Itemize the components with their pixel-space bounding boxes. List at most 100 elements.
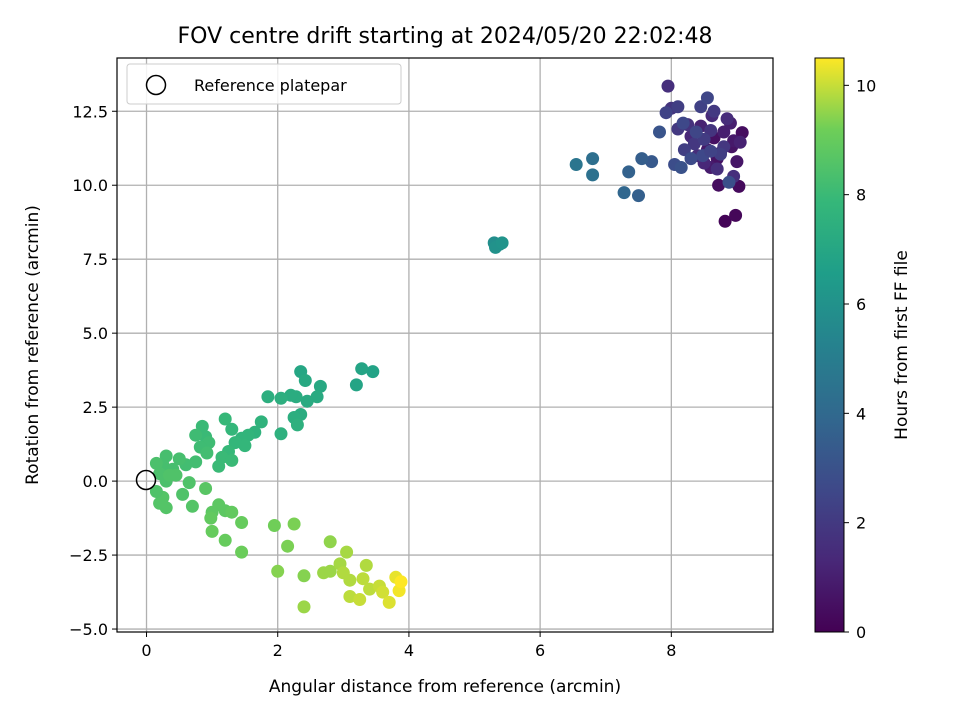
scatter-point	[617, 186, 631, 200]
scatter-point	[176, 487, 190, 501]
scatter-point	[261, 390, 275, 404]
y-tick-label: −2.5	[69, 546, 108, 565]
colorbar-title: Hours from first FF file	[892, 250, 912, 440]
scatter-point	[205, 524, 219, 538]
scatter-point	[343, 590, 357, 603]
scatter-point	[720, 112, 734, 126]
scatter-point	[671, 100, 685, 114]
colorbar-tick-label: 2	[856, 514, 866, 533]
scatter-point	[204, 511, 218, 525]
scatter-point	[238, 439, 252, 453]
scatter-point	[353, 593, 367, 606]
scatter-point	[225, 453, 239, 467]
scatter-point	[677, 143, 691, 157]
scatter-point	[689, 125, 703, 139]
colorbar-tick-label: 6	[856, 295, 866, 314]
scatter-point	[714, 147, 727, 161]
chart-title: FOV centre drift starting at 2024/05/20 …	[178, 24, 713, 49]
x-tick-label: 8	[666, 641, 676, 660]
scatter-point	[635, 152, 649, 166]
y-tick-label: −5.0	[69, 620, 108, 639]
scatter-points	[149, 79, 749, 614]
scatter-point	[149, 456, 163, 470]
scatter-point	[163, 468, 176, 482]
scatter-point	[199, 482, 213, 495]
plot-frame	[116, 57, 774, 633]
scatter-point	[349, 378, 363, 392]
scatter-point	[310, 390, 324, 404]
scatter-point	[355, 362, 369, 376]
scatter-point	[722, 175, 736, 189]
legend-label: Reference platepar	[194, 76, 347, 95]
grid	[117, 58, 773, 632]
scatter-point	[718, 214, 732, 228]
x-axis-title: Angular distance from reference (arcmin)	[269, 677, 621, 697]
scatter-point	[267, 519, 281, 532]
scatter-point	[735, 126, 749, 140]
y-tick-label: 10.0	[72, 176, 108, 195]
scatter-point	[586, 152, 600, 166]
scatter-point	[153, 496, 167, 510]
scatter-point	[218, 533, 232, 547]
x-tick-label: 0	[141, 641, 151, 660]
scatter-point	[730, 155, 744, 169]
scatter-point	[704, 144, 718, 158]
scatter-point	[376, 585, 390, 599]
scatter-point	[729, 208, 743, 222]
legend-box	[126, 63, 402, 105]
scatter-point	[707, 104, 721, 118]
colorbar-ticks: 0 2 4 6 8 10	[844, 76, 876, 642]
scatter-point	[363, 582, 377, 596]
scatter-point	[700, 91, 714, 105]
scatter-point	[313, 379, 327, 393]
scatter-point	[225, 422, 239, 436]
scatter-point	[297, 569, 311, 583]
scatter-point	[687, 137, 701, 151]
scatter-point	[717, 125, 731, 139]
colorbar-tick-label: 10	[856, 76, 876, 95]
colorbar-tick-label: 0	[856, 623, 866, 642]
y-axis: −5.0 −2.5 0.0 2.5 5.0 7.5 10.0 12.5	[69, 102, 117, 639]
y-tick-label: 7.5	[83, 250, 108, 269]
scatter-point	[284, 388, 298, 402]
scatter-point	[659, 106, 673, 120]
scatter-point	[343, 573, 357, 587]
scatter-point	[394, 575, 408, 589]
scatter-point	[340, 545, 354, 559]
scatter-point	[290, 418, 304, 432]
x-tick-label: 6	[535, 641, 545, 660]
scatter-point	[382, 595, 396, 609]
scatter-point	[586, 168, 600, 182]
scatter-point	[359, 558, 373, 572]
scatter-point	[300, 394, 314, 408]
scatter-point	[235, 516, 249, 529]
scatter-point	[710, 162, 724, 176]
y-tick-label: 5.0	[83, 324, 108, 343]
scatter-point	[653, 125, 666, 139]
scatter-point	[228, 436, 242, 450]
scatter-point	[366, 365, 380, 379]
reference-point-marker	[135, 469, 157, 491]
scatter-point	[674, 161, 688, 174]
scatter-point	[281, 539, 295, 553]
scatter-point	[323, 564, 337, 578]
scatter-point	[172, 452, 186, 466]
scatter-point	[323, 535, 337, 549]
scatter-point	[149, 485, 163, 498]
y-tick-label: 12.5	[72, 102, 108, 121]
scatter-point	[297, 600, 311, 614]
scatter-point	[182, 476, 196, 490]
scatter-point	[185, 499, 199, 513]
scatter-point	[694, 100, 708, 114]
scatter-point	[274, 391, 288, 405]
x-tick-label: 4	[404, 641, 414, 660]
scatter-point	[733, 135, 747, 149]
legend-marker-open-circle	[145, 74, 167, 96]
y-axis-title: Rotation from reference (arcmin)	[23, 205, 43, 485]
scatter-point	[645, 155, 659, 169]
x-axis: 0 2 4 6 8	[141, 632, 676, 660]
scatter-point	[298, 374, 312, 387]
colorbar-tick-label: 4	[856, 404, 866, 423]
scatter-point	[356, 572, 370, 586]
